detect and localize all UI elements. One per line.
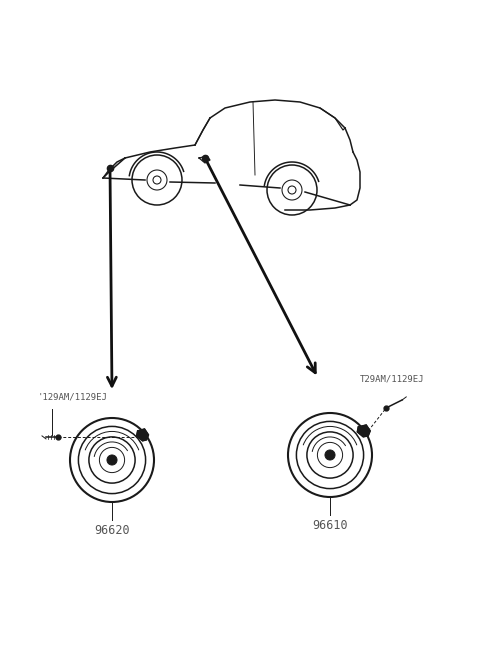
Text: 96620: 96620 bbox=[94, 524, 130, 537]
Text: '129AM/1129EJ: '129AM/1129EJ bbox=[38, 393, 108, 402]
Polygon shape bbox=[357, 425, 370, 437]
Polygon shape bbox=[136, 429, 149, 441]
Text: 96610: 96610 bbox=[312, 519, 348, 532]
Text: T29AM/1129EJ: T29AM/1129EJ bbox=[360, 375, 425, 384]
Circle shape bbox=[107, 455, 117, 465]
Circle shape bbox=[325, 450, 335, 460]
